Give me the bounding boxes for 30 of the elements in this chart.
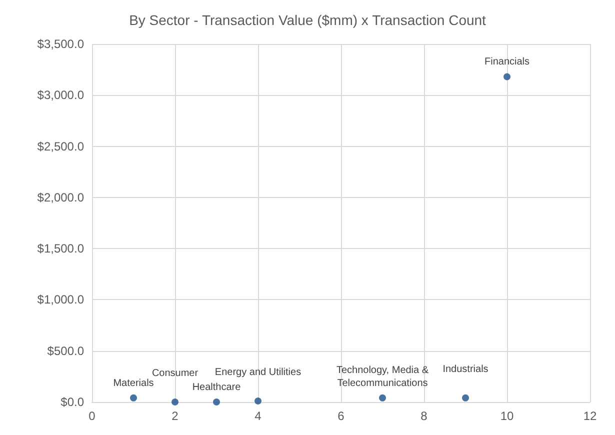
x-tick-label: 2: [172, 409, 179, 423]
point: [379, 394, 386, 402]
y-tick-label: $0.0: [60, 395, 84, 409]
x-tick-label: 8: [420, 409, 428, 423]
y-tick-label: $2,500.0: [37, 139, 84, 154]
annotation: Industrials: [442, 364, 488, 375]
y-tick-label: $500.0: [47, 344, 84, 358]
point: [462, 394, 469, 402]
annotation: Financials: [484, 56, 530, 68]
annotation: Technology, Media & Telecommunications: [336, 364, 429, 389]
y-tick-label: $2,000.0: [37, 190, 84, 204]
x-tick-label: 10: [500, 409, 514, 423]
point: [130, 394, 137, 402]
point: [213, 398, 220, 406]
annotation: Materials: [113, 378, 154, 389]
annotation: Energy and Utilities: [214, 366, 302, 378]
x-tick-label: 4: [254, 409, 262, 423]
x-tick-label: 0: [88, 409, 96, 423]
y-tick-label: $1,500.0: [37, 242, 84, 256]
point: [254, 397, 262, 404]
point: [172, 398, 178, 406]
y-tick-label: $3,500.0: [37, 37, 84, 51]
annotation: Healthcare: [192, 382, 242, 393]
annotation: Consumer: [152, 368, 199, 379]
y-tick-label: $1,000.0: [37, 292, 84, 307]
y-tick-label: $3,000.0: [37, 88, 84, 102]
chart-title: By Sector - Transaction Value ($mm) x Transaction Count: [129, 12, 486, 28]
x-tick-label: 6: [338, 409, 345, 423]
point: [504, 73, 510, 80]
x-tick-label: 12: [583, 409, 597, 423]
